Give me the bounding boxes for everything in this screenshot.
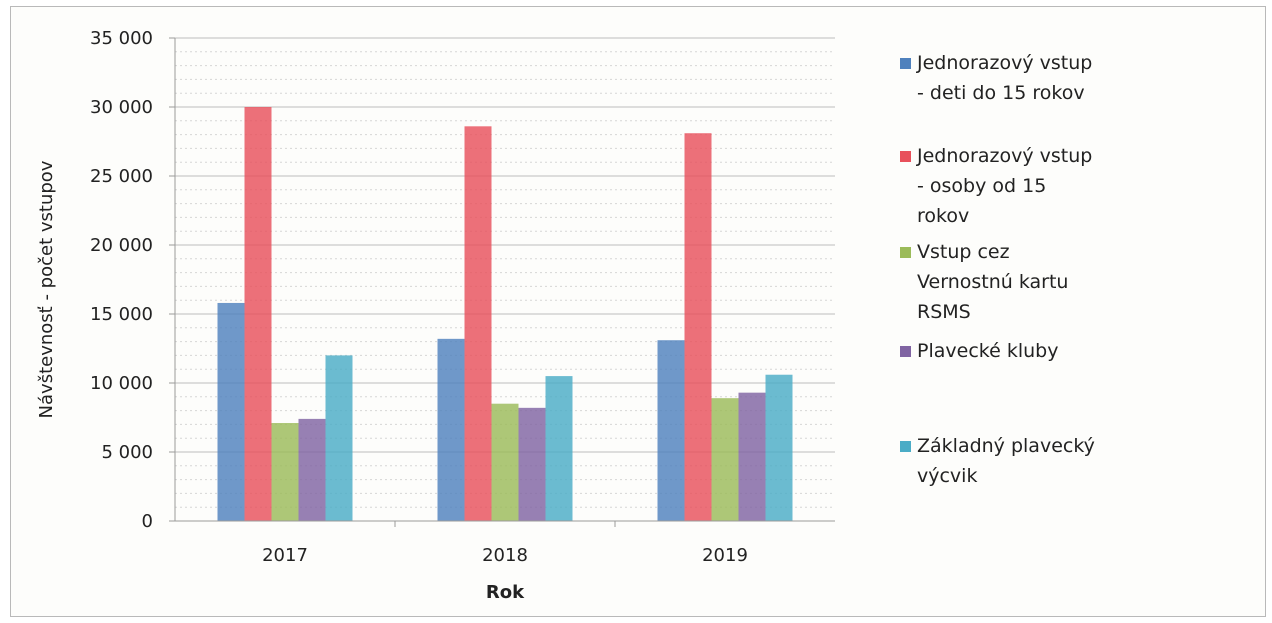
legend-label-line: rokov xyxy=(917,205,970,227)
legend-label-line: - deti do 15 rokov xyxy=(917,82,1085,104)
legend-label-line: Jednorazový vstup xyxy=(917,52,1093,74)
bar xyxy=(244,107,272,521)
y-tick-label: 35 000 xyxy=(90,28,153,49)
legend-label: Jednorazový vstup - deti do 15 rokov xyxy=(917,48,1170,108)
axes: 0 5 000 10 000 15 000 20 000 25 000 30 000 35 0… xyxy=(90,28,835,566)
legend-item: Základný plavecký výcvik xyxy=(900,431,1170,491)
bar xyxy=(491,403,519,521)
legend-label-line: Vernostnú kartu xyxy=(917,271,1069,293)
bar xyxy=(765,374,793,521)
bar xyxy=(738,392,766,521)
y-tick-label: 15 000 xyxy=(90,304,153,325)
bar xyxy=(518,407,546,521)
legend-label: Základný plavecký výcvik xyxy=(917,431,1170,491)
legend-label-line: Základný plavecký xyxy=(917,435,1095,457)
legend-label-line: Plavecké kluby xyxy=(917,340,1059,362)
legend-label: Plavecké kluby xyxy=(917,336,1170,366)
legend-label: Vstup cez Vernostnú kartu RSMS xyxy=(917,237,1170,327)
bar xyxy=(711,398,739,521)
y-tick-label: 20 000 xyxy=(90,235,153,256)
y-tick-label: 5 000 xyxy=(101,442,153,463)
legend-item: Jednorazový vstup - deti do 15 rokov xyxy=(900,48,1170,108)
legend-label-line: Vstup cez xyxy=(917,241,1010,263)
bar xyxy=(684,133,712,521)
legend-item: Plavecké kluby xyxy=(900,336,1170,366)
bar xyxy=(545,376,573,521)
legend-label-line: Jednorazový vstup xyxy=(917,145,1093,167)
x-tick-label: 2019 xyxy=(702,545,748,566)
bar xyxy=(298,418,326,521)
legend-swatch xyxy=(900,58,911,69)
x-tick-label: 2018 xyxy=(482,545,528,566)
legend-swatch xyxy=(900,441,911,452)
bar xyxy=(657,340,685,521)
x-tick-label: 2017 xyxy=(262,545,308,566)
legend-item: Jednorazový vstup - osoby od 15 rokov xyxy=(900,141,1170,231)
legend-swatch xyxy=(900,151,911,162)
x-axis-title: Rok xyxy=(486,582,525,603)
bar xyxy=(464,126,492,521)
bar xyxy=(271,423,299,521)
bars xyxy=(217,107,793,521)
legend-item: Vstup cez Vernostnú kartu RSMS xyxy=(900,237,1170,327)
bar xyxy=(325,355,353,521)
legend-label-line: - osoby od 15 xyxy=(917,175,1047,197)
bar xyxy=(217,302,245,521)
y-tick-label: 30 000 xyxy=(90,97,153,118)
legend-swatch xyxy=(900,346,911,357)
y-tick-label: 25 000 xyxy=(90,166,153,187)
y-tick-label: 0 xyxy=(142,511,153,532)
legend-label-line: výcvik xyxy=(917,465,978,487)
legend-label: Jednorazový vstup - osoby od 15 rokov xyxy=(917,141,1170,231)
y-tick-label: 10 000 xyxy=(90,373,153,394)
legend-swatch xyxy=(900,247,911,258)
bar xyxy=(437,338,465,521)
y-axis-title: Návštevnosť - počet vstupov xyxy=(36,160,57,418)
legend-label-line: RSMS xyxy=(917,301,971,323)
